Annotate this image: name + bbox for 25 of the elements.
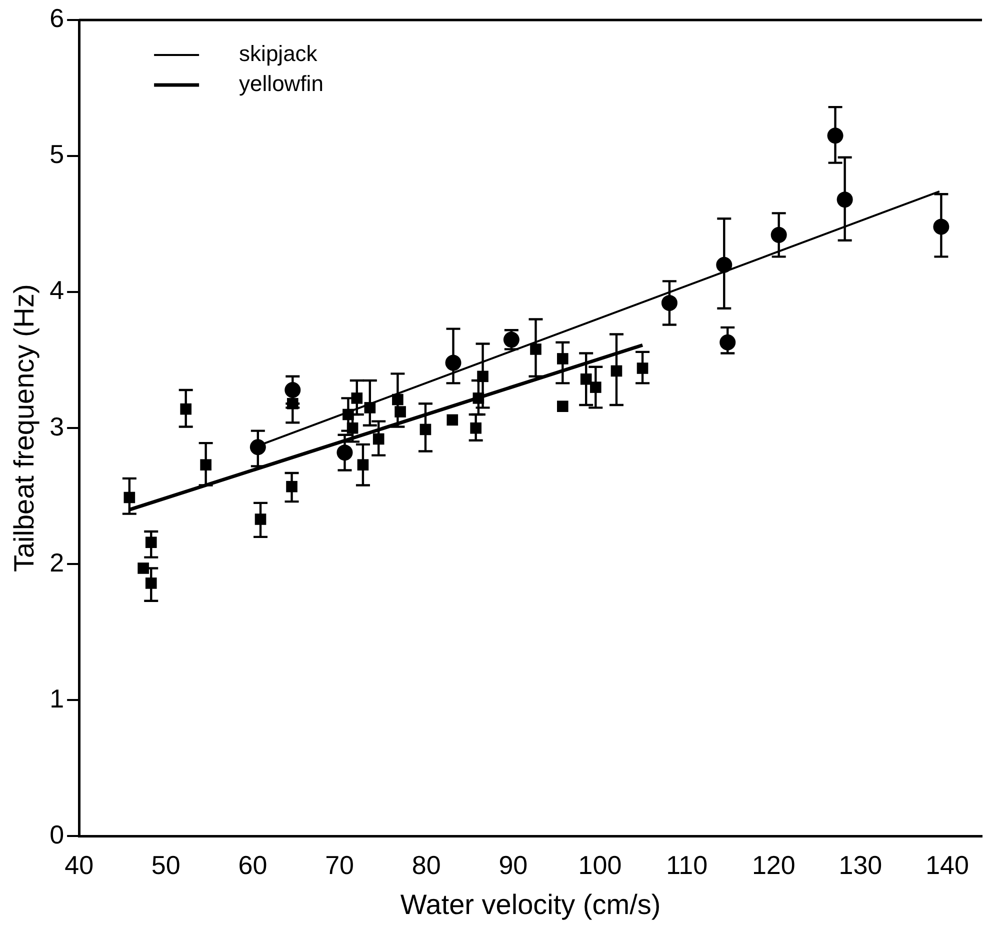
legend-label: yellowfin bbox=[239, 71, 324, 96]
x-tick-label: 90 bbox=[498, 850, 528, 880]
y-tick-label: 6 bbox=[50, 3, 64, 34]
y-tick-label: 0 bbox=[50, 819, 64, 850]
x-tick-label: 130 bbox=[838, 850, 882, 880]
y-tick-label: 1 bbox=[50, 683, 64, 714]
y-tick-label: 4 bbox=[50, 275, 64, 306]
x-tick-label: 60 bbox=[238, 850, 268, 880]
y-tick-label: 5 bbox=[50, 139, 64, 170]
point bbox=[446, 414, 458, 426]
legend-label: skipjack bbox=[239, 41, 318, 66]
x-tick-label: 40 bbox=[64, 850, 94, 880]
x-tick-label: 70 bbox=[325, 850, 354, 880]
x-tick-label: 120 bbox=[752, 850, 796, 880]
point bbox=[556, 400, 568, 412]
x-axis-title: Water velocity (cm/s) bbox=[400, 888, 661, 920]
y-tick-label: 3 bbox=[50, 411, 64, 442]
x-tick-label: 80 bbox=[412, 850, 441, 880]
y-tick-label: 2 bbox=[50, 547, 64, 578]
x-tick-label: 50 bbox=[151, 850, 180, 880]
x-tick-label: 140 bbox=[926, 850, 969, 880]
y-axis-title: Tailbeat frequency (Hz) bbox=[8, 284, 40, 572]
x-tick-label: 100 bbox=[578, 850, 622, 880]
point bbox=[138, 562, 149, 574]
x-tick-label: 110 bbox=[666, 850, 708, 880]
